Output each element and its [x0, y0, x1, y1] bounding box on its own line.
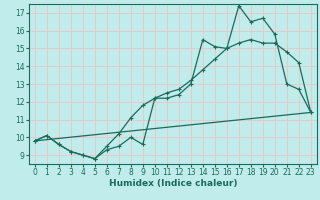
X-axis label: Humidex (Indice chaleur): Humidex (Indice chaleur) — [108, 179, 237, 188]
